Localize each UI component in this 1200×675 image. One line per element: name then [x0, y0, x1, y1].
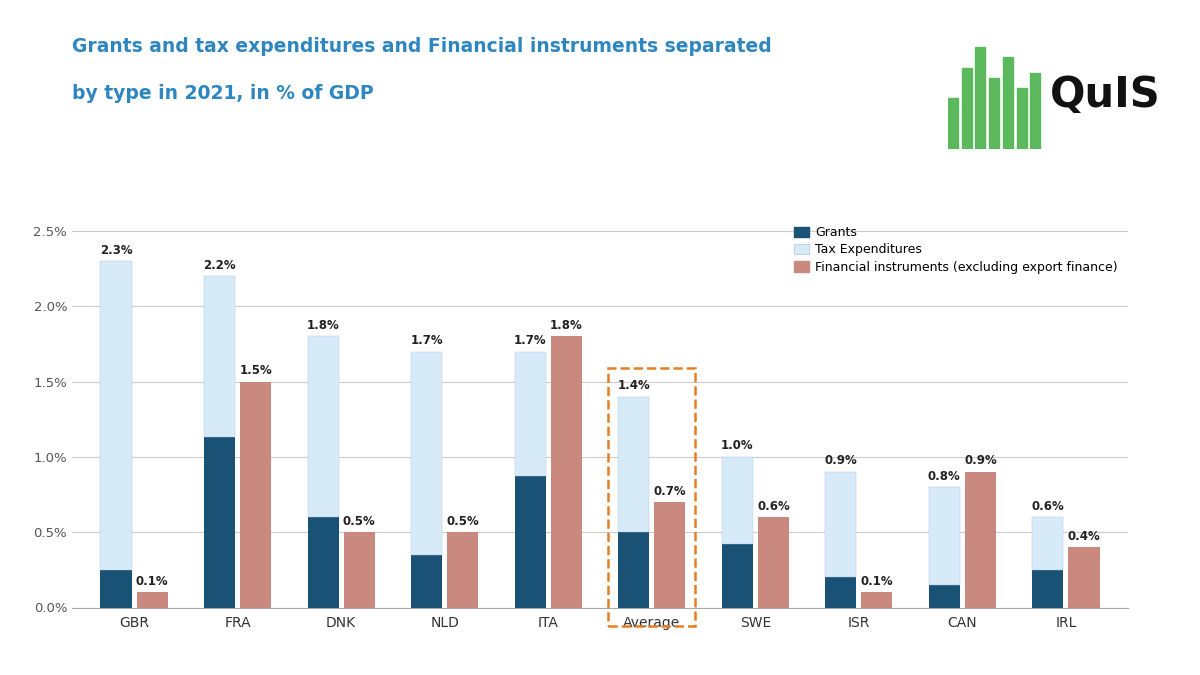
- Text: 0.1%: 0.1%: [136, 575, 168, 588]
- Bar: [1016, 88, 1026, 148]
- Bar: [758, 517, 788, 608]
- Bar: [515, 352, 546, 477]
- Text: 0.8%: 0.8%: [928, 470, 961, 483]
- Bar: [1003, 57, 1013, 148]
- Bar: [204, 276, 235, 437]
- Bar: [654, 502, 685, 608]
- Bar: [101, 570, 132, 608]
- Bar: [965, 472, 996, 608]
- Bar: [204, 437, 235, 608]
- Text: 2.3%: 2.3%: [100, 244, 132, 256]
- Bar: [515, 477, 546, 608]
- Bar: [307, 336, 338, 517]
- Text: QuIS: QuIS: [1050, 74, 1160, 116]
- Bar: [1032, 570, 1063, 608]
- Text: by type in 2021, in % of GDP: by type in 2021, in % of GDP: [72, 84, 373, 103]
- Text: 1.8%: 1.8%: [307, 319, 340, 332]
- Bar: [412, 352, 442, 555]
- Text: 2.2%: 2.2%: [203, 259, 236, 272]
- Text: 1.7%: 1.7%: [410, 334, 443, 347]
- Text: 0.9%: 0.9%: [824, 454, 857, 468]
- Text: 0.1%: 0.1%: [860, 575, 893, 588]
- Bar: [618, 397, 649, 532]
- Bar: [721, 544, 752, 608]
- Bar: [551, 336, 582, 608]
- Bar: [1032, 517, 1063, 570]
- Bar: [948, 98, 958, 148]
- Text: 0.7%: 0.7%: [654, 485, 686, 497]
- Bar: [826, 472, 857, 577]
- Bar: [826, 577, 857, 608]
- Bar: [307, 517, 338, 608]
- Text: 1.0%: 1.0%: [721, 439, 754, 452]
- Bar: [989, 78, 1000, 148]
- Bar: [608, 368, 695, 626]
- Text: 0.5%: 0.5%: [343, 515, 376, 528]
- Bar: [1068, 547, 1099, 608]
- Bar: [961, 68, 972, 148]
- Bar: [240, 381, 271, 608]
- Bar: [618, 532, 649, 608]
- Text: 0.4%: 0.4%: [1068, 530, 1100, 543]
- Legend: Grants, Tax Expenditures, Financial instruments (excluding export finance): Grants, Tax Expenditures, Financial inst…: [791, 222, 1122, 277]
- Bar: [976, 47, 985, 148]
- Bar: [343, 532, 374, 608]
- Text: 1.8%: 1.8%: [550, 319, 583, 332]
- Text: 0.6%: 0.6%: [757, 500, 790, 512]
- Bar: [448, 532, 479, 608]
- Bar: [862, 593, 893, 608]
- Bar: [929, 585, 960, 608]
- Bar: [721, 457, 752, 544]
- Bar: [1031, 73, 1040, 148]
- Bar: [137, 593, 168, 608]
- Text: 1.5%: 1.5%: [239, 364, 272, 377]
- Text: 0.5%: 0.5%: [446, 515, 479, 528]
- Text: 0.9%: 0.9%: [964, 454, 997, 468]
- Text: 1.7%: 1.7%: [514, 334, 546, 347]
- Bar: [101, 261, 132, 570]
- Bar: [929, 487, 960, 585]
- Text: Grants and tax expenditures and Financial instruments separated: Grants and tax expenditures and Financia…: [72, 37, 772, 56]
- Text: 0.6%: 0.6%: [1031, 500, 1064, 512]
- Text: 1.4%: 1.4%: [617, 379, 650, 392]
- Bar: [412, 555, 442, 608]
